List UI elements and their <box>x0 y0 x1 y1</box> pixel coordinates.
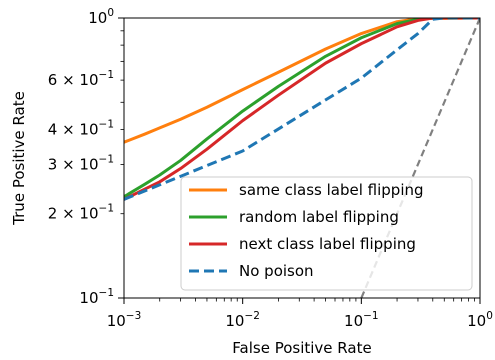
x-tick-label: 10−3 <box>107 310 142 330</box>
series-line-2 <box>124 18 480 201</box>
x-tick-label: 10−1 <box>344 310 379 330</box>
legend-label-2: next class label flipping <box>239 235 416 253</box>
plot-frame <box>123 17 481 299</box>
y-tick-label: 10−1 <box>79 287 114 307</box>
y-tick-label: 4 × 10−1 <box>48 118 114 138</box>
x-tick-label: 10−2 <box>225 310 260 330</box>
y-tick-label: 6 × 10−1 <box>48 69 114 89</box>
y-tick-label: 3 × 10−1 <box>48 153 114 173</box>
y-tick-label: 2 × 10−1 <box>48 203 114 223</box>
series-line-0 <box>124 18 480 144</box>
legend-label-3: No poison <box>239 262 314 280</box>
legend-label-0: same class label flipping <box>239 181 424 199</box>
y-axis-label: True Positive Rate <box>10 91 28 226</box>
axis-ticks: 10−3 10−2 10−1 100 10−1 2 × 10−1 3 × 10−1 4 × 1… <box>48 7 493 330</box>
x-axis-label: False Positive Rate <box>232 339 371 357</box>
y-tick-label: 100 <box>88 7 114 27</box>
x-tick-label: 100 <box>467 310 493 330</box>
legend-box <box>180 176 473 291</box>
legend: same class label flipping random label fl… <box>180 176 473 291</box>
legend-label-1: random label flipping <box>239 208 399 226</box>
